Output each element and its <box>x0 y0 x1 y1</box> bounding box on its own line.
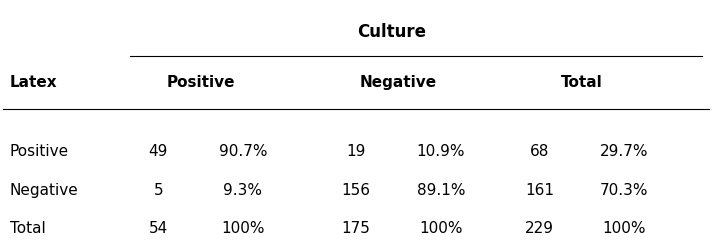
Text: 70.3%: 70.3% <box>600 183 649 198</box>
Text: Total: Total <box>10 221 46 236</box>
Text: 54: 54 <box>149 221 168 236</box>
Text: Negative: Negative <box>360 75 437 90</box>
Text: 100%: 100% <box>221 221 265 236</box>
Text: Latex: Latex <box>10 75 58 90</box>
Text: 161: 161 <box>525 183 554 198</box>
Text: 175: 175 <box>342 221 370 236</box>
Text: 90.7%: 90.7% <box>219 144 267 159</box>
Text: Positive: Positive <box>167 75 235 90</box>
Text: 19: 19 <box>346 144 366 159</box>
Text: 9.3%: 9.3% <box>224 183 263 198</box>
Text: 156: 156 <box>342 183 370 198</box>
Text: 89.1%: 89.1% <box>417 183 465 198</box>
Text: 100%: 100% <box>602 221 646 236</box>
Text: 49: 49 <box>149 144 168 159</box>
Text: Culture: Culture <box>357 23 426 41</box>
Text: Positive: Positive <box>10 144 69 159</box>
Text: 10.9%: 10.9% <box>417 144 465 159</box>
Text: Negative: Negative <box>10 183 78 198</box>
Text: 5: 5 <box>153 183 163 198</box>
Text: 29.7%: 29.7% <box>600 144 649 159</box>
Text: Total: Total <box>561 75 603 90</box>
Text: 68: 68 <box>530 144 550 159</box>
Text: 229: 229 <box>525 221 554 236</box>
Text: 100%: 100% <box>419 221 463 236</box>
